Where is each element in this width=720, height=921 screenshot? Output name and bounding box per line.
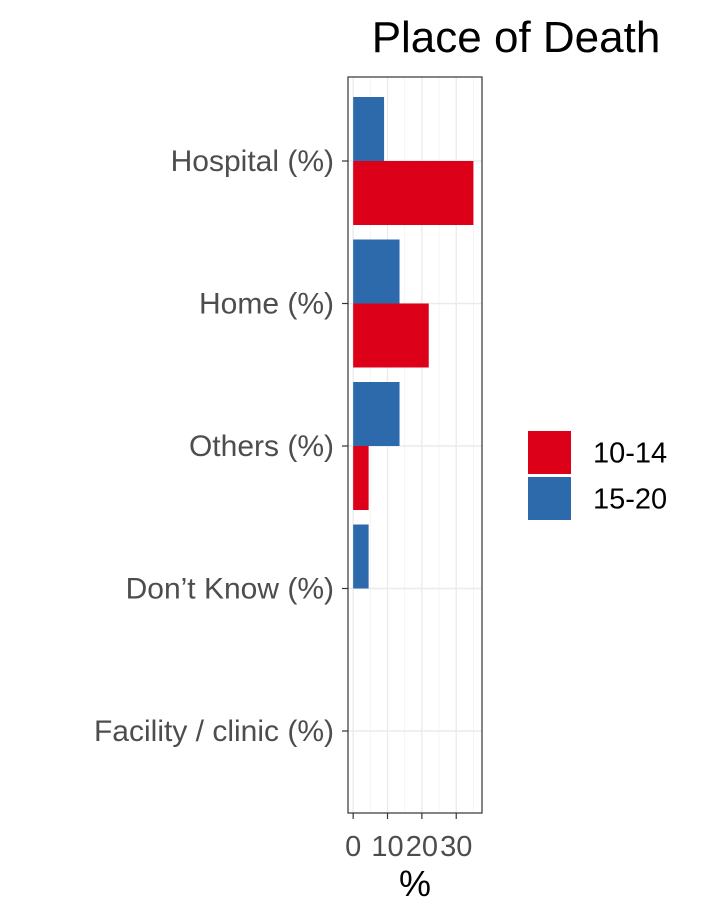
bar-10-14 [353, 303, 429, 368]
y-tick-label: Facility / clinic (%) [94, 715, 334, 748]
x-tick-label: 30 [440, 831, 472, 863]
legend-label: 15-20 [593, 484, 667, 516]
y-tick-label: Hospital (%) [171, 145, 334, 178]
chart-title: Place of Death [372, 13, 661, 62]
bar-10-14 [353, 161, 474, 225]
bar-10-14 [353, 446, 369, 510]
plot-border [347, 76, 483, 814]
y-tick-label: Others (%) [189, 430, 334, 463]
bar-15-20 [353, 382, 400, 446]
x-axis: 0 10 20 30 [345, 813, 472, 863]
legend-key-15-20 [528, 477, 571, 520]
x-axis-title: % [399, 863, 431, 904]
x-tick-label: 0 [345, 831, 361, 863]
legend-label: 10-14 [593, 438, 667, 470]
y-tick-label: Home (%) [199, 288, 334, 321]
legend-key-10-14 [528, 431, 571, 474]
bars [353, 97, 474, 589]
bar-15-20 [353, 239, 400, 304]
bar-15-20 [353, 524, 369, 589]
y-axis: Hospital (%) Home (%) Others (%) Don’t Know… [94, 145, 348, 748]
bar-15-20 [353, 97, 385, 161]
y-tick-label: Don’t Know (%) [126, 573, 334, 606]
x-tick-label: 10 [371, 831, 403, 863]
legend: 10-14 15-20 [528, 431, 667, 520]
x-tick-label: 20 [406, 831, 438, 863]
